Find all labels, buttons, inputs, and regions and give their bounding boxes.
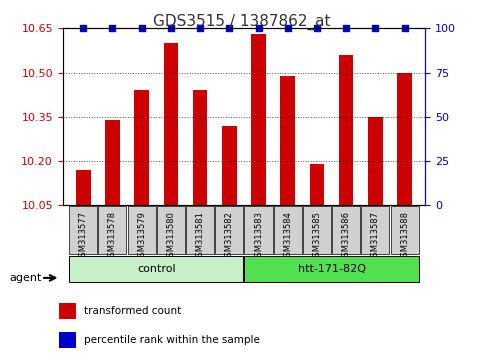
Text: GSM313587: GSM313587 <box>371 211 380 262</box>
Text: percentile rank within the sample: percentile rank within the sample <box>84 335 260 345</box>
FancyBboxPatch shape <box>303 206 331 255</box>
FancyBboxPatch shape <box>69 206 97 255</box>
Bar <box>193 90 207 205</box>
FancyBboxPatch shape <box>215 206 243 255</box>
Bar <box>281 75 295 205</box>
Text: GSM313581: GSM313581 <box>196 211 205 262</box>
Bar <box>251 34 266 205</box>
FancyBboxPatch shape <box>244 256 419 282</box>
Text: GSM313577: GSM313577 <box>79 211 88 262</box>
Point <box>371 25 379 31</box>
Text: GSM313579: GSM313579 <box>137 211 146 262</box>
Point <box>313 25 321 31</box>
FancyBboxPatch shape <box>361 206 389 255</box>
FancyBboxPatch shape <box>244 206 272 255</box>
Point <box>255 25 262 31</box>
Text: control: control <box>137 264 176 274</box>
Bar <box>59 303 75 319</box>
Point <box>284 25 292 31</box>
Text: GSM313582: GSM313582 <box>225 211 234 262</box>
Text: GSM313583: GSM313583 <box>254 211 263 262</box>
Text: GSM313585: GSM313585 <box>313 211 322 262</box>
Bar <box>164 43 178 205</box>
Bar <box>368 117 383 205</box>
Text: GSM313584: GSM313584 <box>283 211 292 262</box>
FancyBboxPatch shape <box>157 206 185 255</box>
Bar <box>105 120 120 205</box>
Point <box>109 25 116 31</box>
FancyBboxPatch shape <box>186 206 214 255</box>
FancyBboxPatch shape <box>69 256 243 282</box>
Text: agent: agent <box>10 273 42 283</box>
Point <box>196 25 204 31</box>
FancyBboxPatch shape <box>128 206 156 255</box>
Point <box>138 25 145 31</box>
Bar <box>339 55 354 205</box>
FancyBboxPatch shape <box>391 206 419 255</box>
Bar <box>59 332 75 348</box>
Bar <box>310 164 324 205</box>
Text: GSM313586: GSM313586 <box>341 211 351 262</box>
Text: transformed count: transformed count <box>84 306 181 316</box>
Text: GSM313580: GSM313580 <box>166 211 175 262</box>
Text: GSM313578: GSM313578 <box>108 211 117 262</box>
Bar <box>76 170 90 205</box>
Point <box>226 25 233 31</box>
Bar <box>222 126 237 205</box>
Text: GDS3515 / 1387862_at: GDS3515 / 1387862_at <box>153 14 330 30</box>
Text: GSM313588: GSM313588 <box>400 211 409 262</box>
Point <box>79 25 87 31</box>
FancyBboxPatch shape <box>332 206 360 255</box>
Bar <box>134 90 149 205</box>
FancyBboxPatch shape <box>274 206 302 255</box>
Bar <box>398 73 412 205</box>
FancyBboxPatch shape <box>99 206 127 255</box>
Text: htt-171-82Q: htt-171-82Q <box>298 264 366 274</box>
Point <box>401 25 409 31</box>
Point <box>342 25 350 31</box>
Point <box>167 25 175 31</box>
